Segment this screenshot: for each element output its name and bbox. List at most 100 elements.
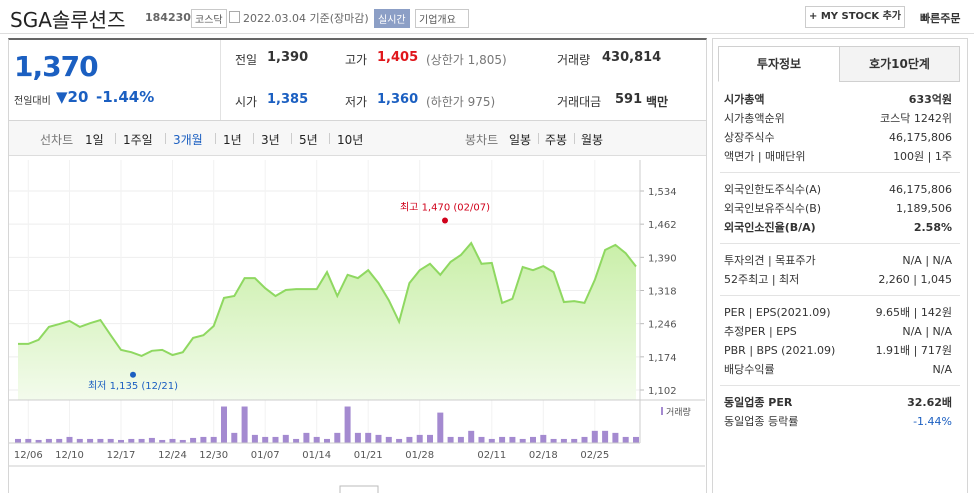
annotation-label: 최저 1,135 (12/21)	[88, 380, 178, 392]
info-label: 시가총액순위	[724, 112, 785, 125]
volume-bar	[35, 439, 42, 443]
info-label: PER | EPS(2021.09)	[724, 306, 831, 319]
realtime-badge[interactable]: 실시간	[374, 9, 410, 28]
stat-value: 1,390	[267, 50, 309, 65]
stat-label: 고가	[345, 53, 368, 67]
volume-bar	[550, 438, 557, 443]
stat-value: 430,814	[602, 50, 662, 65]
main-box	[8, 38, 707, 493]
volume-bar	[231, 432, 238, 443]
volume-bar	[138, 438, 145, 443]
volume-bar	[488, 438, 495, 443]
tab-item[interactable]: 1주일	[123, 133, 153, 147]
tab-separator	[253, 133, 254, 144]
volume-bar	[540, 434, 547, 443]
info-tab[interactable]: 호가10단계	[839, 46, 960, 82]
info-label: 액면가 | 매매단위	[724, 150, 806, 163]
chart-tabs	[9, 121, 706, 156]
info-value: 46,175,806	[889, 183, 952, 196]
info-row: PER | EPS(2021.09) 9.65배 | 142원	[724, 305, 952, 321]
y-tick-label: 1,102	[648, 386, 677, 397]
volume-bar	[334, 432, 341, 443]
volume-bar	[169, 438, 176, 443]
tab-item[interactable]: 5년	[299, 133, 318, 147]
x-tick-label: 01/07	[251, 450, 280, 461]
annotation-dot	[442, 217, 448, 224]
y-tick-label: 1,318	[648, 287, 677, 298]
tab-item[interactable]: 일봉	[509, 133, 532, 147]
info-label: 동일업종 PER	[724, 396, 793, 409]
overview-dropdown[interactable]: 기업개요	[415, 9, 469, 28]
x-tick-label: 02/11	[477, 450, 506, 461]
info-value: 32.62배	[907, 396, 952, 409]
info-value: 1,189,506	[896, 202, 952, 215]
info-label: 상장주식수	[724, 131, 775, 144]
volume-bar	[468, 430, 475, 443]
volume-bar	[159, 439, 166, 443]
volume-bar	[118, 439, 124, 443]
tab-item[interactable]: 월봉	[581, 133, 604, 147]
volume-bar	[416, 434, 423, 443]
info-row: 액면가 | 매매단위 100원 | 1주	[724, 149, 952, 165]
tab-item[interactable]: 주봉	[545, 133, 568, 147]
volume-bar	[375, 434, 382, 443]
volume-bar	[313, 436, 320, 443]
volume-bar	[530, 436, 536, 443]
volume-bar	[560, 438, 567, 443]
info-tab[interactable]: 투자정보	[718, 46, 840, 82]
y-tick-label: 1,390	[648, 253, 677, 264]
volume-bar	[344, 406, 351, 443]
info-label: 동일업종 등락률	[724, 415, 799, 428]
section-divider	[720, 172, 960, 173]
tab-separator	[115, 133, 116, 144]
section-divider	[720, 295, 960, 296]
info-value: N/A | N/A	[902, 254, 952, 267]
info-value: 2,260 | 1,045	[878, 273, 952, 286]
volume-bar	[602, 430, 609, 443]
info-row: 배당수익률 N/A	[724, 362, 952, 378]
x-tick-label: 12/10	[55, 450, 84, 461]
volume-bar	[478, 436, 485, 443]
x-tick-label: 01/28	[405, 450, 434, 461]
my-stock-button[interactable]: + MY STOCK 추가	[805, 6, 905, 28]
divider	[0, 33, 974, 34]
calendar-icon	[229, 11, 240, 23]
info-label: PBR | BPS (2021.09)	[724, 344, 836, 357]
section-divider	[720, 243, 960, 244]
volume-bar	[324, 438, 330, 443]
info-label: 시가총액	[724, 93, 765, 106]
volume-bar	[272, 436, 279, 443]
tab-item[interactable]: 1년	[223, 133, 242, 147]
tab-separator	[165, 133, 166, 144]
info-value: 2.58%	[913, 221, 952, 234]
volume-bar	[179, 439, 186, 443]
tab-separator	[291, 133, 292, 144]
volume-bar	[365, 432, 372, 443]
tab-item[interactable]: 3개월	[173, 133, 203, 147]
tab-item[interactable]: 1일	[85, 133, 104, 147]
change-percent: -1.44%	[96, 88, 155, 106]
tab-item[interactable]: 3년	[261, 133, 280, 147]
quick-order[interactable]: 빠른주문	[920, 12, 961, 25]
tab-separator	[329, 133, 330, 144]
volume-bar	[571, 438, 578, 443]
volume-bar	[499, 436, 506, 443]
volume-bar	[282, 434, 289, 443]
info-row: 외국인한도주식수(A) 46,175,806	[724, 182, 952, 198]
section-divider	[720, 385, 960, 386]
tab-item[interactable]: 10년	[337, 133, 364, 147]
divider	[220, 40, 221, 120]
volume-bar	[241, 406, 248, 443]
tab-separator	[574, 133, 575, 144]
stat-value: 1,385	[267, 92, 309, 107]
volume-bar	[15, 438, 21, 443]
volume-bar	[509, 436, 516, 443]
x-tick-label: 02/25	[580, 450, 609, 461]
x-tick-label: 01/21	[354, 450, 383, 461]
volume-bar	[200, 436, 207, 443]
resize-handle	[339, 485, 379, 493]
x-tick-label: 12/17	[107, 450, 136, 461]
tab-group-label: 선차트	[40, 133, 74, 147]
info-label: 외국인소진율(B/A)	[724, 221, 816, 234]
